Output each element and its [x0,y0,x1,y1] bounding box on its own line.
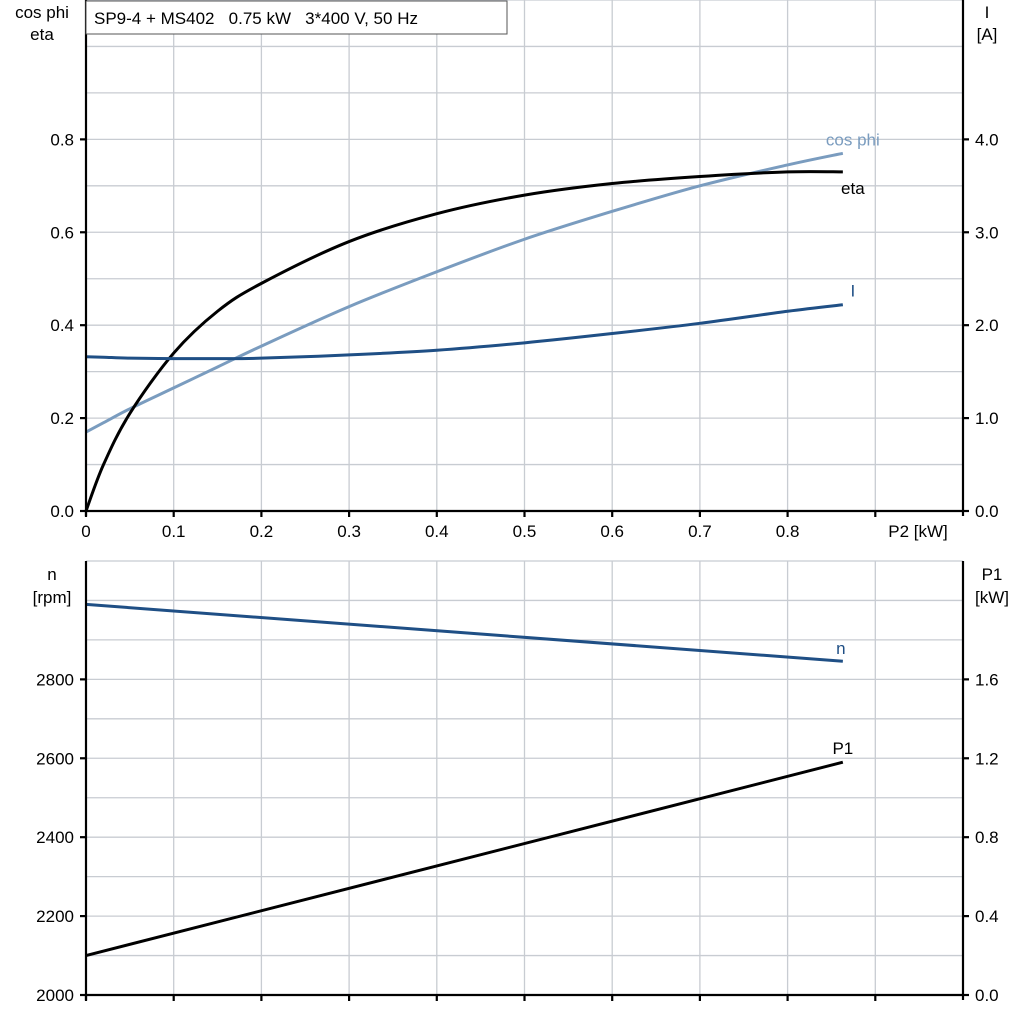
series-line-n [85,602,843,663]
top-right-axis-label-2: [A] [977,25,998,44]
right-tick-label: 1.6 [975,670,999,689]
left-tick-label: 2000 [36,986,74,1005]
bottom-right-axis-label-2: [kW] [975,588,1009,607]
series-label-i: I [850,282,855,301]
x-tick-label: 0.6 [600,522,624,541]
series-line-eta [84,170,843,512]
right-tick-label: 0.0 [975,986,999,1005]
right-tick-label: 1.0 [975,409,999,428]
series-lines [84,151,844,957]
tick-labels: 0.0 0.2 0.4 0.6 0.8 0.0 1.0 2.0 3.0 4.0 0 0.1 0.2 0.3… [36,130,998,1005]
right-tick-label: 0.0 [975,502,999,521]
right-tick-label: 0.4 [975,907,999,926]
right-tick-label: 4.0 [975,130,999,149]
title-box [85,0,508,35]
x-axis-label: P2 [kW] [888,522,948,541]
x-tick-label: 0.4 [425,522,449,541]
right-tick-label: 1.2 [975,749,999,768]
left-tick-label: 2800 [36,670,74,689]
right-tick-label: 3.0 [975,223,999,242]
x-tick-label: 0.1 [162,522,186,541]
left-tick-label: 0.2 [50,409,74,428]
x-tick-label: 0.3 [337,522,361,541]
series-label-cos-phi: cos phi [826,130,880,149]
series-label-eta: eta [841,179,865,198]
bottom-grid [86,560,963,995]
x-tick-label: 0.7 [688,522,712,541]
series-label-n: n [836,639,845,658]
x-tick-label: 0 [81,522,90,541]
x-tick-label: 0.5 [513,522,537,541]
right-tick-label: 2.0 [975,316,999,335]
series-label-p1: P1 [832,739,853,758]
chart-title: SP9-4 + MS402 0.75 kW 3*400 V, 50 Hz [94,9,418,28]
top-left-axis-label-2: eta [30,25,54,44]
x-tick-label: 0.8 [776,522,800,541]
series-line-i [85,303,844,361]
top-left-axis-label-1: cos phi [15,3,69,22]
axes [80,0,969,1001]
left-tick-label: 2400 [36,828,74,847]
x-tick-label: 0.2 [250,522,274,541]
left-tick-label: 0.0 [50,502,74,521]
bottom-left-axis-label-1: n [47,565,56,584]
right-tick-label: 0.8 [975,828,999,847]
bottom-left-axis-label-2: [rpm] [33,588,72,607]
series-line-cos-phi [85,151,844,434]
series-line-p1 [85,760,844,957]
top-grid [86,0,963,511]
left-tick-label: 0.8 [50,130,74,149]
left-tick-label: 0.6 [50,223,74,242]
left-tick-label: 0.4 [50,316,74,335]
left-tick-label: 2600 [36,749,74,768]
top-right-axis-label-1: I [985,3,990,22]
left-tick-label: 2200 [36,907,74,926]
bottom-right-axis-label-1: P1 [982,565,1003,584]
